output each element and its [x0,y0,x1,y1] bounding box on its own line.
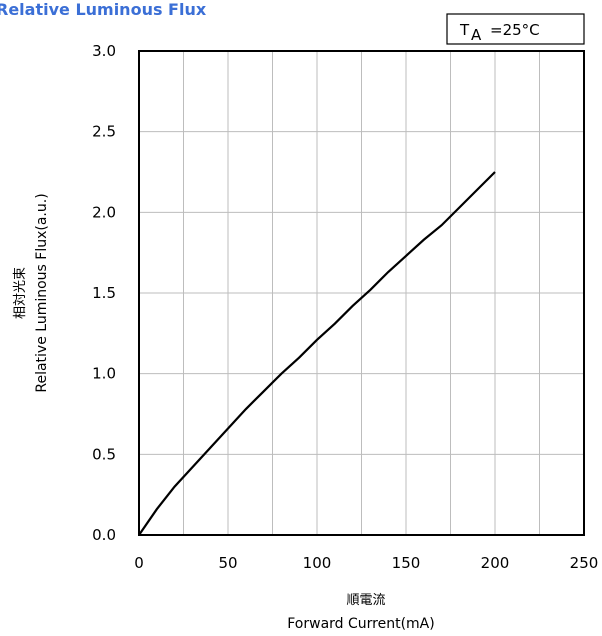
series-line [138,171,496,536]
x-tick-label: 100 [303,554,332,572]
x-tick-label: 250 [570,554,599,572]
y-axis-label: Relative Luminous Flux(a.u.) [34,193,50,392]
x-tick-label: 0 [134,554,144,572]
x-tick-label: 150 [392,554,421,572]
tick-labels: 0 50 100 150 200 250 0.0 0.5 1.0 1.5 2.0 2.5 3.0 [92,42,598,572]
x-tick-label: 50 [218,554,237,572]
y-tick-label: 0.5 [92,445,116,463]
condition-value: =25°C [490,21,540,39]
grid-lines [139,51,584,535]
condition-box: T A =25°C [446,13,585,45]
y-tick-label: 2.5 [92,123,116,141]
x-axis-label: Forward Current(mA) [287,616,434,632]
y-tick-label: 1.5 [92,284,116,302]
x-axis-label-jp: 順電流 [346,593,385,608]
condition-symbol: T [459,21,470,39]
y-tick-label: 3.0 [92,42,116,60]
condition-subscript: A [471,26,482,44]
y-tick-label: 2.0 [92,203,116,221]
x-tick-label: 200 [481,554,510,572]
chart-title: Relative Luminous Flux [0,0,207,19]
y-tick-label: 0.0 [92,526,116,544]
y-axis-label-jp: 相対光束 [13,267,28,319]
y-tick-label: 1.0 [92,365,116,383]
plot-frame [138,50,585,536]
